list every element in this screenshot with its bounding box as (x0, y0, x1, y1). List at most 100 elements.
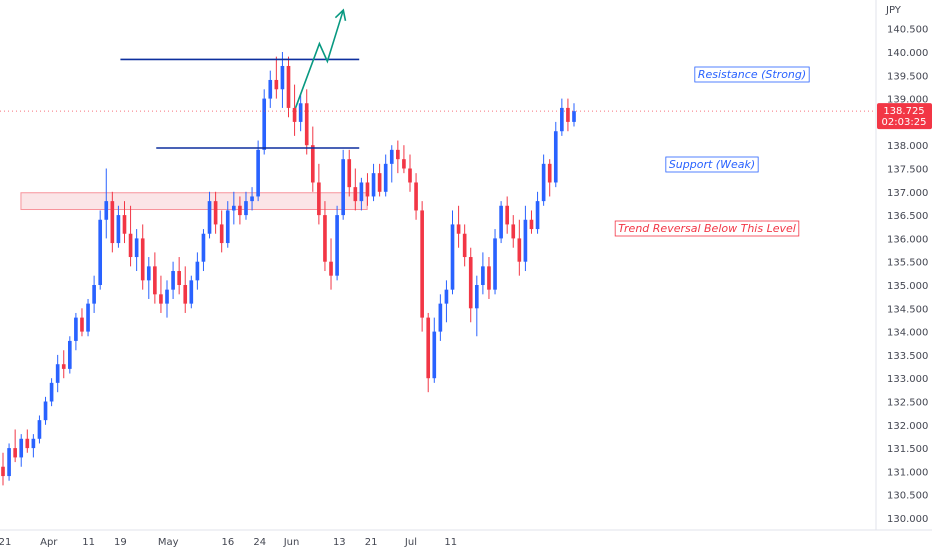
candle (341, 149, 345, 220)
time-tick-label: 21 (365, 537, 378, 548)
candle-body (159, 294, 163, 304)
price-tick-label: 137.500 (887, 165, 928, 176)
candle (19, 434, 24, 467)
candle-body (450, 224, 455, 290)
candle (128, 205, 133, 267)
candle (280, 52, 285, 108)
candle (225, 201, 230, 248)
candle (572, 103, 576, 127)
candle-body (566, 107, 570, 122)
candle-body (165, 289, 169, 304)
candle (499, 201, 503, 244)
candle (553, 121, 558, 188)
price-tick-label: 135.000 (887, 281, 928, 292)
candle-body (49, 382, 54, 402)
candle-body (365, 182, 370, 197)
price-tick-label: 136.500 (887, 211, 928, 222)
price-tick-label: 136.000 (887, 234, 928, 245)
candle (189, 275, 194, 309)
candle (250, 187, 254, 211)
candle-body (86, 303, 90, 332)
time-tick-label: 13 (333, 537, 346, 548)
candle-body (225, 210, 230, 244)
candle (444, 280, 449, 323)
candle (335, 205, 339, 281)
price-tick-label: 132.500 (887, 398, 928, 409)
support-label-box (665, 156, 759, 173)
candle (74, 312, 78, 351)
candle-body (110, 201, 115, 244)
candle-body (134, 238, 139, 258)
time-tick-label: May (158, 537, 179, 548)
candle (402, 145, 406, 174)
candle-body (529, 219, 534, 230)
candle-body (572, 111, 576, 122)
candle-body (55, 364, 60, 383)
candle (13, 429, 17, 463)
currency-label: JPY (885, 5, 902, 16)
candle (262, 89, 267, 155)
time-tick-label: 24 (253, 537, 266, 548)
candle (487, 257, 491, 299)
price-tick-label: 131.000 (887, 467, 928, 478)
candle (86, 298, 90, 337)
resistance-label-box (694, 66, 810, 83)
candle-body (146, 266, 151, 281)
candle-body (402, 159, 406, 169)
price-tick-label: 130.500 (887, 491, 928, 502)
candle (146, 257, 151, 299)
candle-body (219, 224, 224, 244)
time-tick-label: Jul (404, 537, 417, 548)
price-tick-label: 137.000 (887, 188, 928, 199)
candle-body (13, 448, 17, 458)
price-tick-label: 132.000 (887, 421, 928, 432)
candle (377, 163, 382, 197)
candle (529, 210, 534, 234)
candle (535, 191, 540, 234)
candle (456, 205, 461, 248)
candle (274, 56, 279, 99)
candle (153, 252, 157, 304)
candle-body (61, 364, 66, 369)
candle (323, 201, 327, 272)
resistance-label-text: Resistance (Strong) (698, 68, 806, 81)
candle-body (487, 266, 491, 290)
candle (201, 229, 206, 272)
candle-body (183, 285, 188, 304)
candle (286, 56, 291, 118)
candle (67, 336, 72, 374)
candle (31, 434, 36, 458)
candle (177, 257, 181, 295)
candle (426, 312, 431, 393)
candle (92, 275, 96, 313)
candle-body (244, 201, 248, 216)
current-price-text: 138.725 (883, 106, 924, 117)
candle-body (128, 233, 133, 258)
candle-body (535, 201, 540, 230)
candle-body (317, 182, 321, 216)
candle-body (420, 210, 424, 318)
price-tick-label: 134.500 (887, 304, 928, 315)
candle-body (213, 201, 218, 225)
candle-body (98, 219, 103, 285)
candle-body (383, 163, 388, 192)
candle (541, 154, 546, 206)
candle (547, 159, 552, 197)
candle-body (560, 107, 564, 132)
candle-body (377, 173, 382, 192)
candle-body (256, 149, 260, 197)
trend-reversal-label-box (614, 220, 800, 237)
price-tick-label: 131.500 (887, 444, 928, 455)
candle-body (74, 317, 78, 341)
price-tick-label: 133.500 (887, 351, 928, 362)
candle (25, 429, 30, 453)
time-tick-label: Jun (283, 537, 300, 548)
candle (566, 98, 570, 132)
candle (110, 191, 115, 253)
time-tick-label: 16 (222, 537, 235, 548)
candle (560, 98, 564, 136)
candle-body (426, 317, 431, 379)
candle (493, 229, 497, 295)
price-tick-label: 135.500 (887, 258, 928, 269)
